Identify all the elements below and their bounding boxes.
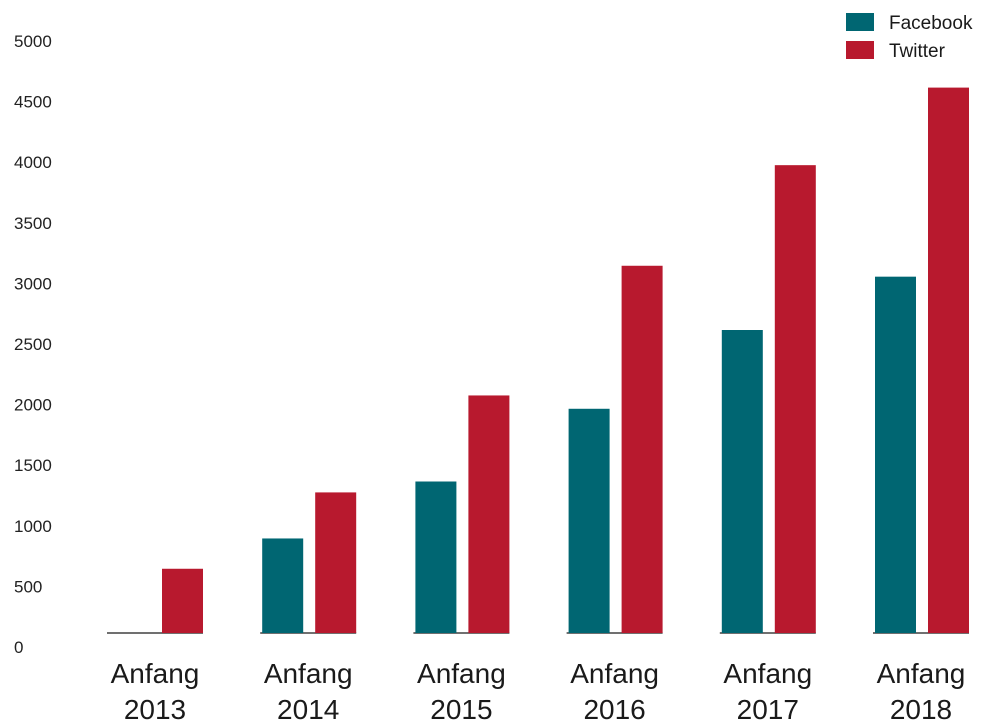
y-tick-label: 2500 [14,335,52,354]
bar-facebook [721,330,763,633]
bar-twitter [315,492,357,633]
x-tick-label: Anfang 2015 [417,658,506,725]
y-tick-label: 4500 [14,93,52,112]
bar-facebook [415,481,457,633]
y-tick-label: 0 [14,638,23,657]
y-tick-label: 1500 [14,456,52,475]
y-tick-label: 5000 [14,32,52,51]
bar-facebook [262,538,304,633]
y-tick-label: 500 [14,577,42,596]
bar-twitter [928,87,969,634]
x-axis: Anfang 2013 Anfang 2014 Anfang 2015 Anfang 2016… [107,632,969,725]
x-tick-label: Anfang 2013 [111,658,200,725]
legend-label: Twitter [889,41,946,62]
y-tick-label: 1000 [14,517,52,536]
y-tick-label: 2000 [14,396,52,415]
x-tick-label: Anfang 2018 [877,658,966,725]
legend-label: Facebook [889,13,973,34]
y-tick-label: 3500 [14,214,52,233]
legend-swatch [846,41,874,59]
x-tick-label: Anfang 2016 [570,658,659,725]
bar-twitter [468,395,510,633]
y-tick-label: 3000 [14,274,52,293]
bar-twitter [162,568,203,633]
bar-facebook [875,276,916,633]
x-tick-label: Anfang 2014 [264,658,353,725]
bars [162,87,969,634]
y-axis: 0 500 1000 1500 2000 2500 3000 3500 4000 4500 5000 [14,32,52,657]
legend: Facebook Twitter [846,13,973,62]
y-tick-label: 4000 [14,153,52,172]
bar-twitter [774,165,816,633]
bar-facebook [568,408,610,633]
x-tick-label: Anfang 2017 [723,658,812,725]
bar-twitter [621,265,663,633]
legend-swatch [846,13,874,31]
